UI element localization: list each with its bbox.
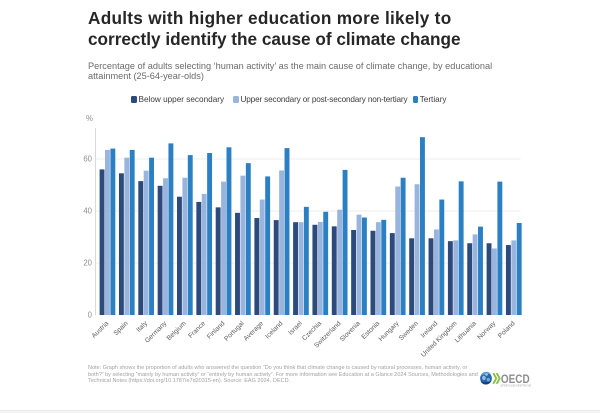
svg-text:Iceland: Iceland: [264, 320, 284, 340]
svg-text:Portugal: Portugal: [223, 320, 246, 343]
svg-text:Spain: Spain: [113, 320, 130, 337]
svg-text:France: France: [187, 320, 207, 340]
svg-text:Norway: Norway: [476, 320, 497, 341]
svg-text:Italy: Italy: [135, 320, 149, 334]
svg-text:0: 0: [88, 311, 93, 320]
svg-text:BETTER POLICIES FOR BETTER LIV: BETTER POLICIES FOR BETTER LIVES: [501, 384, 532, 388]
svg-text:Poland: Poland: [497, 320, 517, 340]
svg-text:Austria: Austria: [91, 320, 111, 340]
svg-text:20: 20: [83, 259, 92, 268]
svg-text:Israel: Israel: [287, 320, 304, 337]
svg-text:Lithuania: Lithuania: [454, 320, 478, 344]
svg-text:Hungary: Hungary: [378, 320, 401, 343]
svg-text:60: 60: [83, 155, 92, 164]
svg-text:Belgium: Belgium: [166, 320, 188, 342]
svg-text:Slovenia: Slovenia: [339, 320, 362, 343]
svg-text:Germany: Germany: [144, 320, 169, 345]
svg-text:Sweden: Sweden: [398, 320, 420, 342]
svg-text:%: %: [86, 114, 93, 123]
svg-text:OECD: OECD: [501, 372, 530, 386]
svg-text:40: 40: [83, 207, 92, 216]
svg-text:Average: Average: [243, 320, 266, 343]
